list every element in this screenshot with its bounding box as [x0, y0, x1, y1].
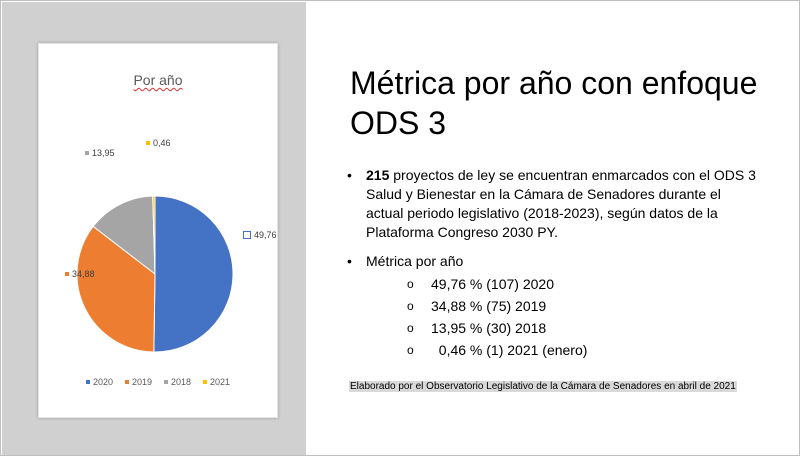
legend-item-2021: 2021	[203, 377, 230, 387]
legend-item-2019: 2019	[124, 377, 152, 387]
footer-note: Elaborado por el Observatorio Legislativ…	[349, 381, 737, 392]
metric-item: o 34,88 % (75) 2019	[407, 298, 547, 314]
metric-sublist: o 49,76 % (107) 2020 o 34,88 % (75) 2019 o…	[366, 273, 761, 361]
bullet-metric: Métrica por año o49,76 % (107) 2020 o34,…	[341, 252, 761, 361]
data-label-2018: 13,95	[85, 148, 115, 158]
pie-chart	[76, 195, 234, 353]
chart-title: Por año	[133, 72, 183, 88]
chart-card[interactable]: Por año 49,76 34,88 13,95 0,46 2020 2019…	[38, 43, 278, 418]
legend-item-2020: 2020	[85, 377, 113, 387]
metric-item: o 0,46 % (1) 2021 (enero)	[407, 342, 588, 358]
pie-slice-2018	[92, 195, 156, 276]
bullet-projects: 215 proyectos de ley se encuentran enmar…	[341, 166, 761, 242]
data-label-2019: 34,88	[65, 269, 95, 279]
data-label-2021: 0,46	[146, 138, 171, 148]
legend-item-2018: 2018	[164, 377, 191, 387]
data-label-2020: 49,76	[243, 230, 277, 240]
pie-slice-2021	[152, 195, 156, 275]
metric-item: o 49,76 % (107) 2020	[407, 276, 554, 292]
projects-text: proyectos de ley se encuentran enmarcado…	[366, 167, 756, 240]
pie-slice-2019	[76, 225, 156, 353]
chart-legend: 2020 2019 2018 2021	[39, 377, 277, 387]
bullet-list[interactable]: 215 proyectos de ley se encuentran enmar…	[341, 166, 761, 371]
metric-item: o 13,95 % (30) 2018	[407, 320, 547, 336]
metric-heading: Métrica por año	[366, 253, 464, 269]
pie-slice-2020	[153, 195, 234, 353]
projects-count: 215	[366, 167, 390, 183]
slide-title[interactable]: Métrica por año con enfoque ODS 3	[350, 65, 758, 141]
